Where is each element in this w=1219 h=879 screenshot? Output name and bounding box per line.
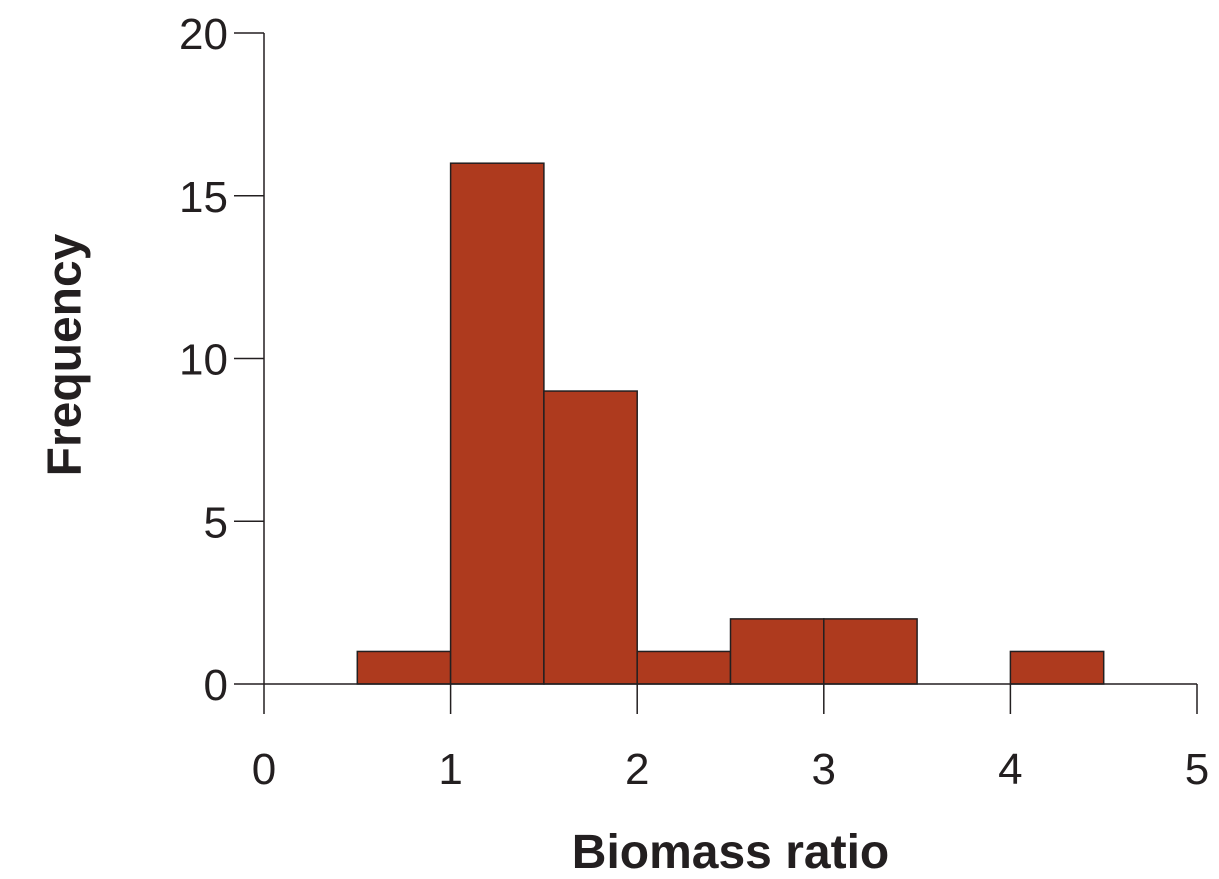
y-tick-label-4: 20 (179, 10, 228, 59)
x-tick-label-2: 2 (625, 745, 649, 794)
x-ticks-group: 0 1 2 3 4 5 (252, 684, 1209, 794)
y-tick-label-0: 0 (204, 661, 228, 710)
x-tick-label-0: 0 (252, 745, 276, 794)
y-tick-label-3: 15 (179, 173, 228, 222)
x-tick-label-1: 1 (438, 745, 462, 794)
y-axis-title: Frequency (39, 233, 92, 476)
histogram-bar-1 (449, 162, 545, 685)
x-tick-label-3: 3 (812, 745, 836, 794)
x-tick-label-5: 5 (1185, 745, 1209, 794)
histogram-bar-3 (636, 650, 732, 685)
y-tick-label-1: 5 (204, 498, 228, 547)
histogram-bar-2 (543, 390, 638, 685)
histogram-bar-5 (823, 618, 918, 685)
x-axis-title: Biomass ratio (572, 826, 889, 879)
y-ticks-group: 0 5 10 15 20 (179, 10, 264, 710)
bars-group (356, 162, 1105, 685)
x-tick-label-4: 4 (998, 745, 1022, 794)
histogram-bar-0 (356, 650, 452, 685)
y-tick-label-2: 10 (179, 336, 228, 385)
histogram-bar-4 (729, 618, 825, 685)
histogram-bar-7 (1009, 650, 1105, 685)
